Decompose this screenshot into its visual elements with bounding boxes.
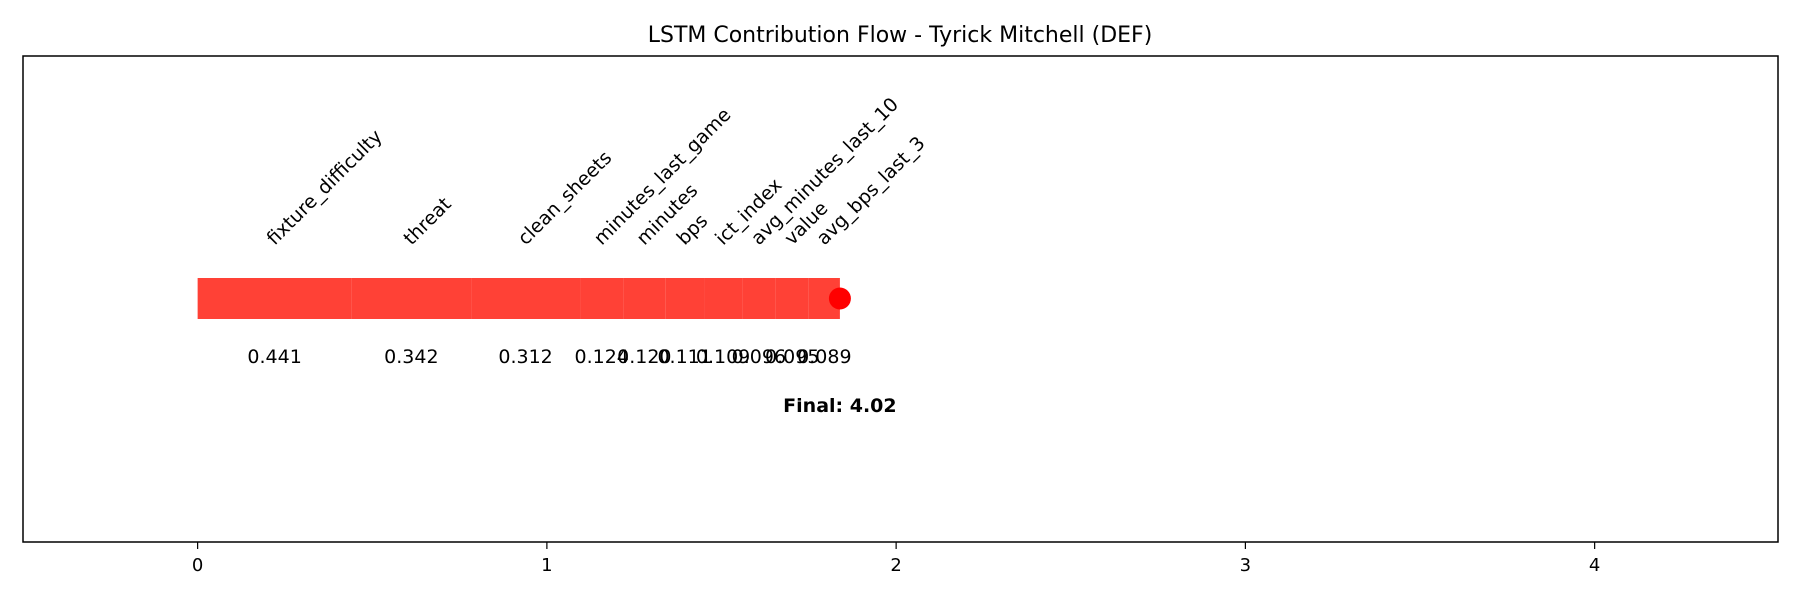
contribution-bar-fixture_difficulty bbox=[197, 278, 352, 319]
contribution-bar-threat bbox=[351, 278, 472, 319]
value-label: 0.096 bbox=[732, 346, 786, 368]
value-label: 0.124 bbox=[575, 346, 629, 368]
x-tick-label: 4 bbox=[1589, 555, 1600, 576]
feature-label: fixture_difficulty bbox=[263, 125, 387, 249]
contribution-bar-ict_index bbox=[704, 278, 743, 319]
final-label: Final: 4.02 bbox=[783, 395, 896, 417]
contribution-bar-avg_minutes_last_10 bbox=[742, 278, 776, 319]
contribution-bars bbox=[197, 278, 851, 319]
value-label: 0.342 bbox=[384, 346, 438, 368]
x-axis: 0 1 2 3 4 bbox=[192, 542, 1600, 576]
x-tick-label: 0 bbox=[192, 555, 203, 576]
value-label: 0.111 bbox=[657, 346, 711, 368]
contribution-labels: fixture_difficulty0.441threat0.342clean_… bbox=[247, 93, 929, 368]
value-label: 0.312 bbox=[498, 346, 552, 368]
x-tick-label: 1 bbox=[541, 555, 552, 576]
final-value-marker bbox=[828, 287, 851, 310]
value-label: 0.095 bbox=[765, 346, 819, 368]
contribution-bar-clean_sheets bbox=[471, 278, 581, 319]
contribution-bar-bps bbox=[665, 278, 705, 319]
value-label: 0.441 bbox=[247, 346, 301, 368]
contribution-bar-minutes bbox=[623, 278, 666, 319]
plot-area bbox=[22, 55, 1779, 543]
value-label: 0.089 bbox=[797, 346, 851, 368]
value-label: 0.120 bbox=[617, 346, 671, 368]
contribution-bar-value bbox=[775, 278, 809, 319]
value-label: 0.109 bbox=[696, 346, 750, 368]
x-tick-label: 3 bbox=[1240, 555, 1251, 576]
chart-title: LSTM Contribution Flow - Tyrick Mitchell… bbox=[648, 23, 1153, 48]
feature-label: threat bbox=[399, 193, 455, 249]
contribution-bar-minutes_last_game bbox=[580, 278, 624, 319]
x-tick-label: 2 bbox=[890, 555, 901, 576]
